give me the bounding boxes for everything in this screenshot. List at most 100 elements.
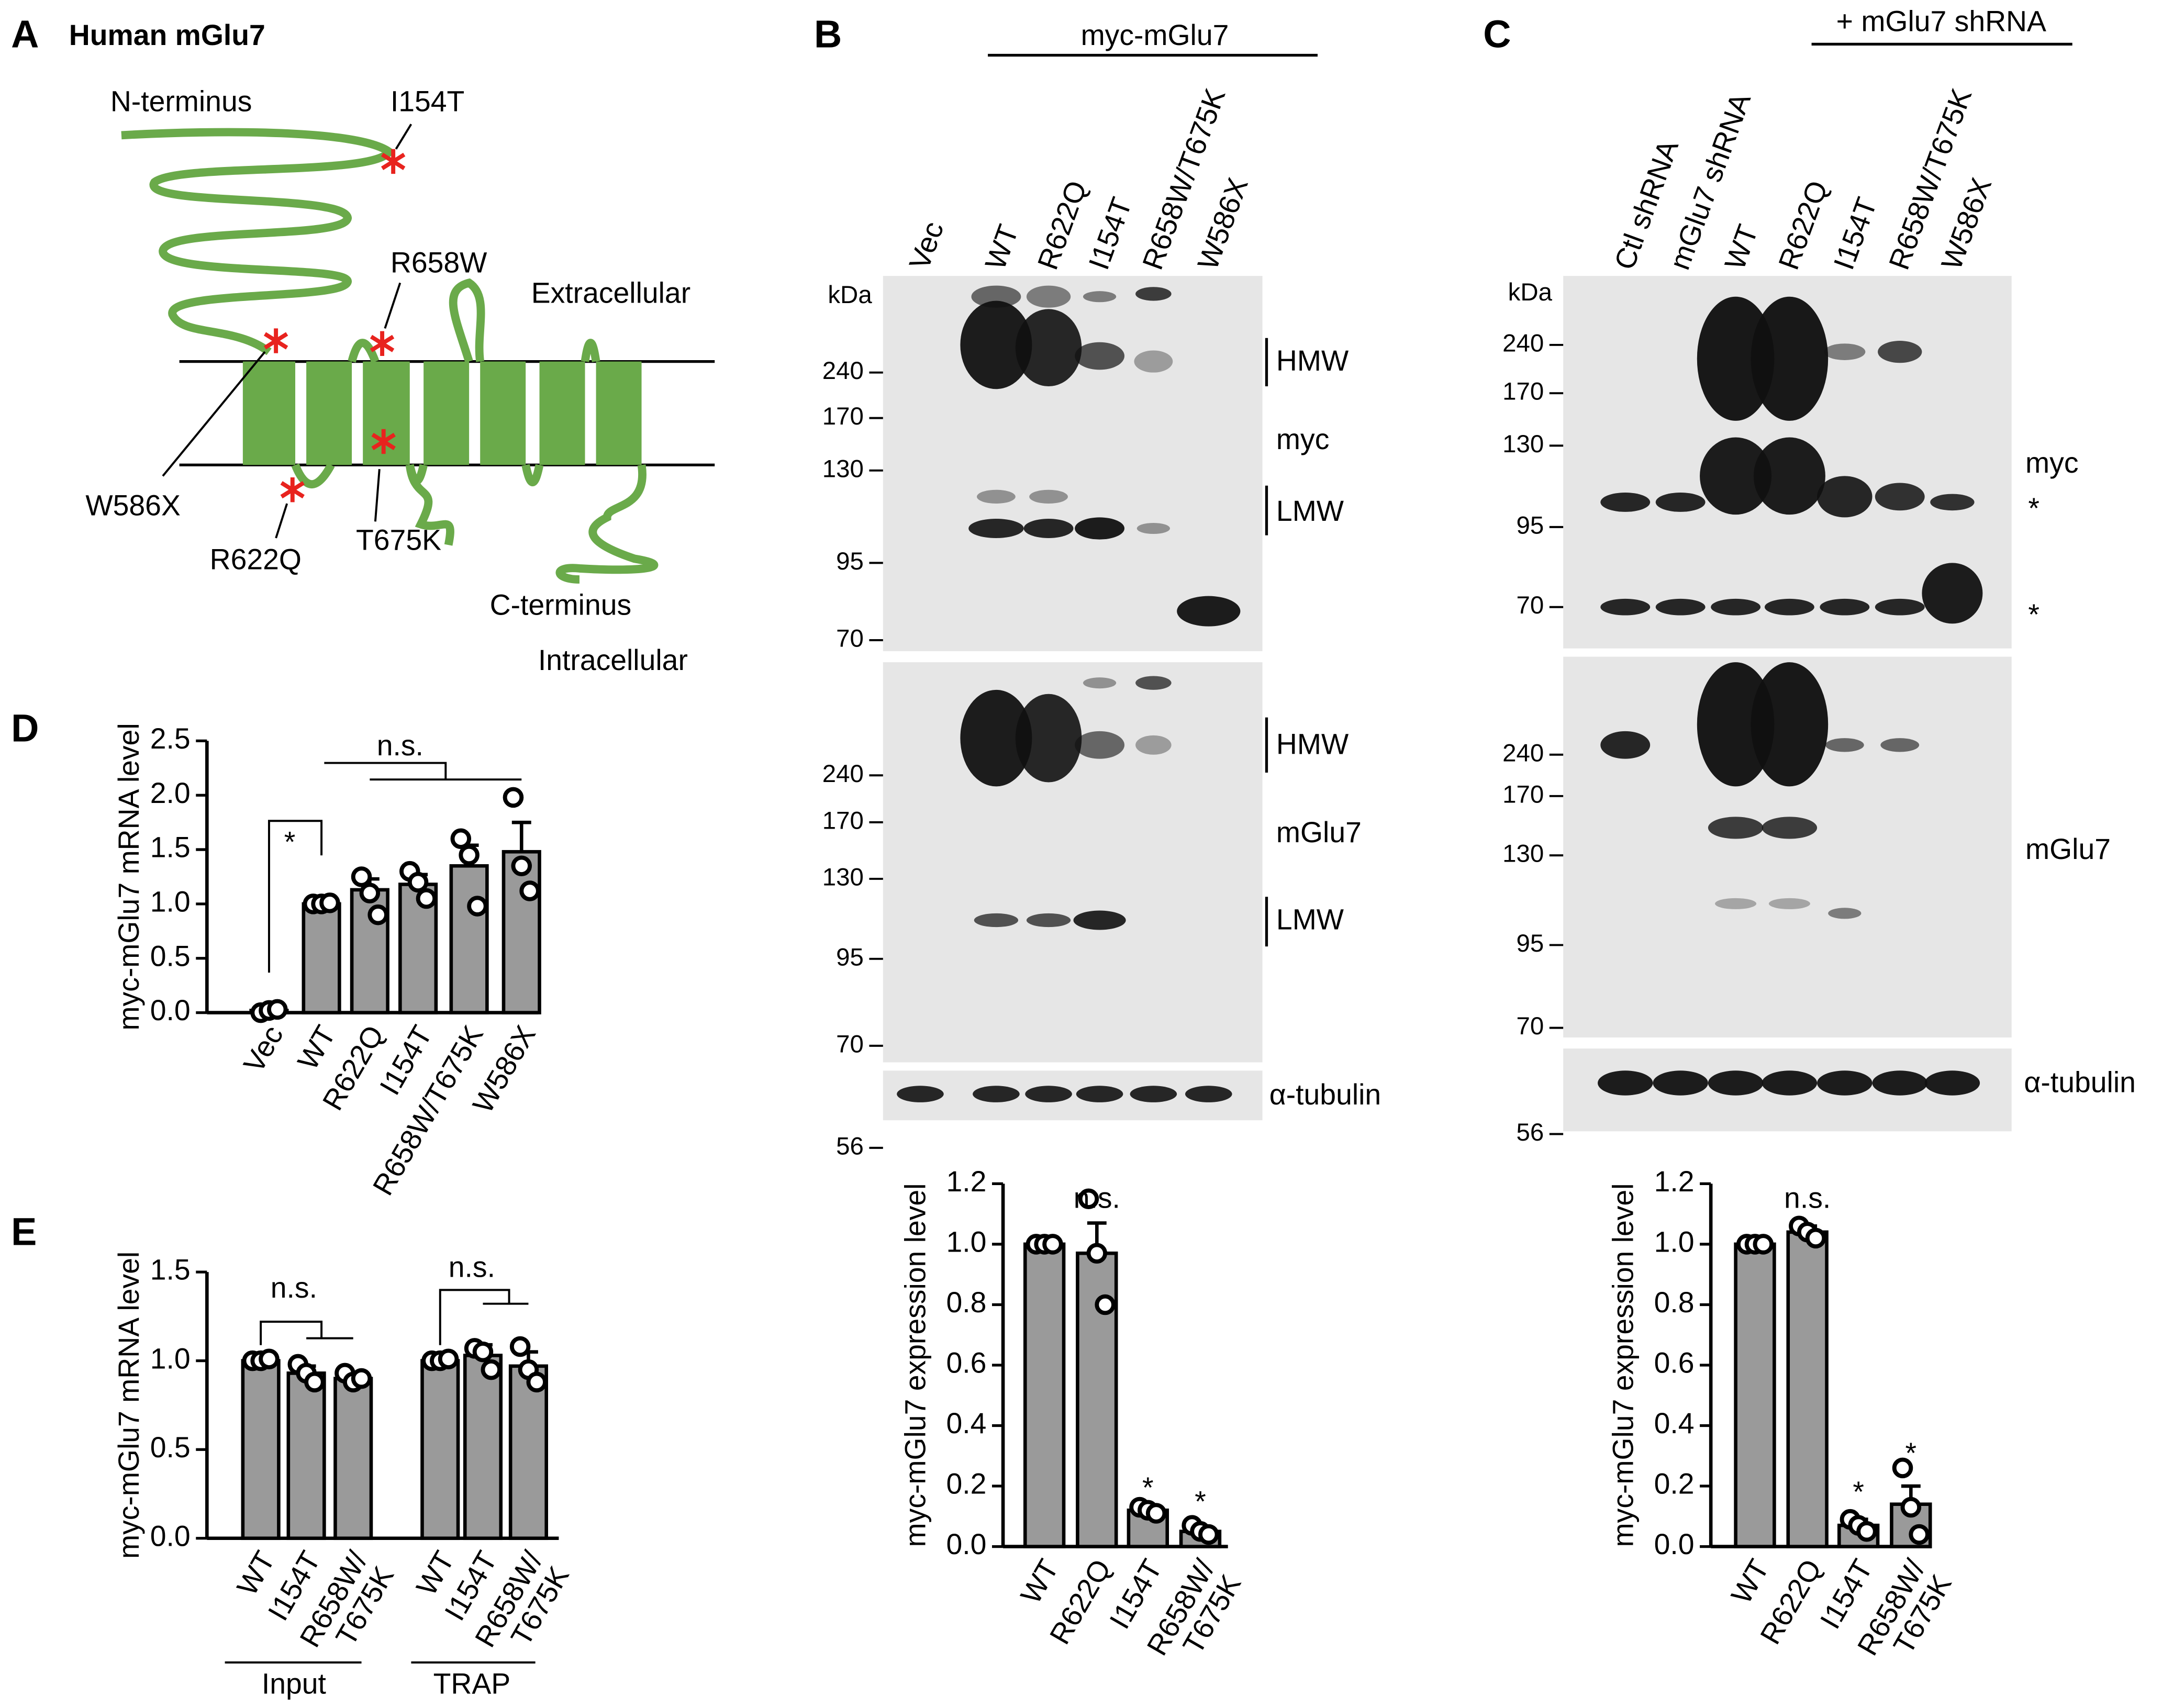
- band: [1135, 287, 1172, 301]
- x-tick-label: WT: [1725, 1554, 1776, 1610]
- marker-label: 70: [1516, 1012, 1544, 1040]
- y-tick-label: 1.5: [150, 831, 191, 864]
- marker-label: 240: [1502, 329, 1544, 357]
- diagram-label: R622Q: [210, 543, 302, 575]
- marker-label: 70: [836, 625, 864, 653]
- data-point: [1900, 1497, 1922, 1518]
- data-point: [1856, 1521, 1877, 1542]
- data-point: [1078, 1188, 1099, 1210]
- annotation: n.s.: [1784, 1182, 1831, 1214]
- band: [1828, 908, 1862, 919]
- band: [1751, 662, 1829, 787]
- blot-label: LMW: [1276, 903, 1344, 935]
- y-tick-label: 0.2: [1654, 1468, 1695, 1500]
- annotation: *: [1142, 1471, 1154, 1504]
- bar: [333, 1377, 373, 1540]
- data-point: [1909, 1524, 1930, 1545]
- band: [1653, 1070, 1708, 1096]
- band: [1023, 519, 1074, 538]
- y-tick-label: 0.6: [946, 1347, 987, 1379]
- panel-letter: C: [1483, 13, 1511, 56]
- diagram-label: Intracellular: [538, 644, 688, 676]
- band: [977, 489, 1016, 504]
- data-point: [1198, 1524, 1219, 1545]
- lane-label: W586X: [1935, 173, 1998, 274]
- bar: [1023, 1242, 1066, 1548]
- annotation: *: [1853, 1476, 1864, 1508]
- lane-label: WT: [979, 220, 1025, 274]
- band: [1711, 598, 1761, 616]
- marker-label: 130: [822, 863, 864, 891]
- y-axis-label: myc-mGlu7 mRNA level: [113, 723, 145, 1030]
- data-point: [259, 1348, 280, 1370]
- panel-letter: E: [11, 1210, 37, 1253]
- mutation-markers: [263, 149, 406, 503]
- bar: [1734, 1242, 1776, 1548]
- band: [973, 1086, 1020, 1102]
- lane-label: R622Q: [1772, 176, 1834, 274]
- band: [1185, 1086, 1232, 1102]
- y-tick-label: 1.2: [1654, 1165, 1695, 1198]
- y-tick-label: 2.5: [150, 722, 191, 755]
- data-point: [503, 787, 524, 808]
- panel-letter: D: [11, 706, 39, 750]
- x-tick-label: WT: [1014, 1554, 1065, 1610]
- blot-label: LMW: [1276, 495, 1344, 527]
- group-label: TRAP: [433, 1667, 511, 1700]
- marker-label: 130: [1502, 840, 1544, 868]
- protein-chain: [405, 464, 454, 546]
- data-point: [467, 896, 488, 917]
- band: [1762, 817, 1818, 839]
- y-tick-label: 0.6: [1654, 1347, 1695, 1379]
- band: [960, 300, 1032, 389]
- marker-label: 70: [836, 1030, 864, 1058]
- annotation: *: [1905, 1437, 1917, 1469]
- marker-label: 56: [836, 1132, 864, 1160]
- significance-bracket: [439, 1289, 510, 1345]
- group-label: Input: [262, 1667, 326, 1700]
- band: [974, 913, 1019, 928]
- data-point: [319, 892, 340, 913]
- band: [1135, 735, 1172, 755]
- band: [1751, 296, 1829, 421]
- band: [1817, 476, 1873, 518]
- y-tick-label: 0.0: [946, 1528, 987, 1560]
- data-point: [1753, 1234, 1774, 1255]
- y-tick-label: 1.5: [150, 1254, 191, 1286]
- blot-label: *: [2028, 492, 2040, 524]
- annotation: n.s.: [271, 1271, 317, 1304]
- band: [1922, 563, 1983, 624]
- y-tick-label: 1.0: [150, 886, 191, 918]
- lane-label: W586X: [1191, 173, 1254, 274]
- data-point: [511, 855, 532, 876]
- y-tick-label: 1.2: [946, 1165, 987, 1198]
- band: [1015, 309, 1082, 387]
- data-point: [407, 872, 429, 893]
- data-point: [450, 828, 472, 850]
- panel-letter: B: [814, 13, 842, 56]
- y-axis-label: myc-mGlu7 expression level: [899, 1184, 931, 1547]
- blot-label: myc: [2025, 446, 2078, 479]
- band: [1026, 913, 1071, 928]
- error-bar: [511, 820, 531, 852]
- band: [897, 1086, 944, 1102]
- band: [1700, 437, 1772, 515]
- band: [1029, 489, 1068, 504]
- band: [1600, 598, 1651, 616]
- bar: [508, 1364, 548, 1540]
- significance-bracket: [268, 820, 323, 973]
- band: [1600, 492, 1651, 512]
- band: [1134, 350, 1173, 373]
- marker-label: 240: [822, 760, 864, 788]
- band: [1872, 1070, 1927, 1096]
- band: [1820, 598, 1870, 616]
- blot-label: mGlu7: [2025, 833, 2111, 865]
- marker-label: 130: [822, 455, 864, 483]
- marker-label: 95: [836, 548, 864, 575]
- marker-label: 56: [1516, 1119, 1544, 1146]
- data-point: [351, 866, 372, 887]
- data-point: [1042, 1234, 1063, 1255]
- data-point: [1086, 1243, 1108, 1264]
- diagram-label: W586X: [85, 489, 180, 522]
